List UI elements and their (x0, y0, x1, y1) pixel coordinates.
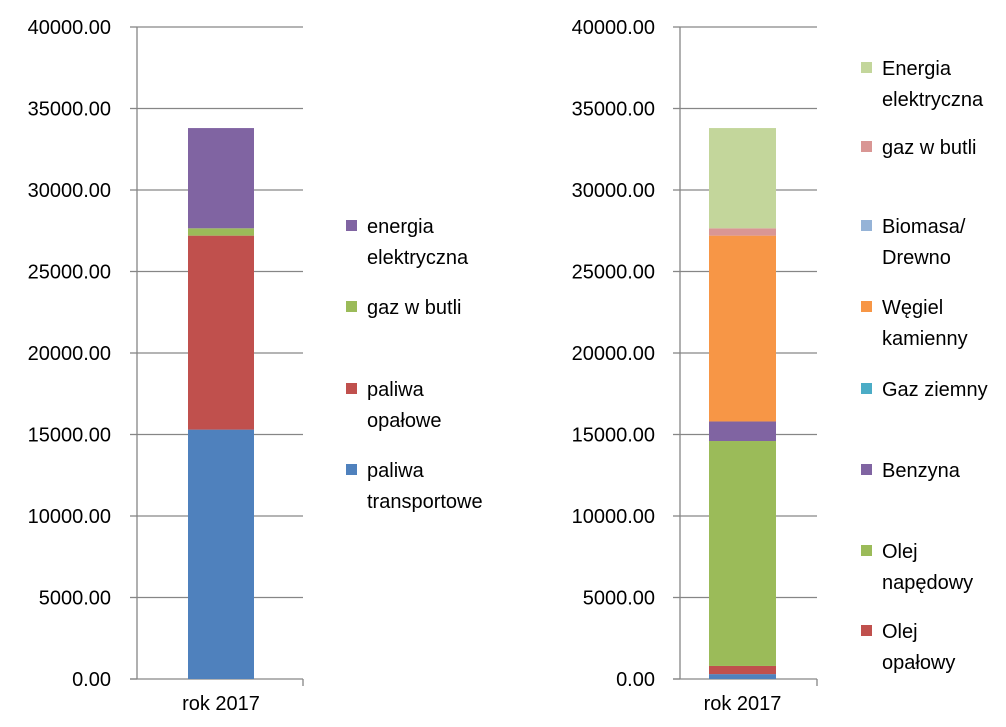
legend-label: kamienny (882, 328, 968, 350)
legend-label: elektryczna (367, 247, 469, 269)
legend-swatch (861, 141, 872, 152)
legend-swatch (861, 545, 872, 556)
bar-segment (188, 235, 254, 430)
legend-swatch (861, 301, 872, 312)
bar-segment (709, 441, 776, 666)
bar-segment (709, 228, 776, 236)
y-tick-label: 25000.00 (28, 262, 111, 284)
y-tick-label: 5000.00 (583, 588, 655, 610)
legend-swatch (346, 464, 357, 475)
legend-swatch (861, 464, 872, 475)
y-tick-label: 0.00 (72, 669, 111, 691)
chart-2: 0.00 5000.00 10000.00 15000.00 20000.00 25000… (572, 17, 988, 715)
legend-label: Biomasa/ (882, 216, 966, 238)
bar-segment (709, 128, 776, 229)
legend-label: paliwa (367, 460, 425, 482)
bar-segment (709, 665, 776, 675)
legend-label: elektryczna (882, 89, 984, 111)
y-tick-label: 30000.00 (572, 180, 655, 202)
y-tick-label: 0.00 (616, 669, 655, 691)
legend-swatch (861, 625, 872, 636)
legend-label: Olej (882, 541, 918, 563)
legend-label: gaz w butli (882, 137, 977, 159)
bar-segment (188, 228, 254, 236)
legend-label: Gaz ziemny (882, 379, 988, 401)
x-category-label: rok 2017 (182, 693, 260, 715)
y-tick-label: 40000.00 (572, 17, 655, 39)
legend-label: gaz w butli (367, 297, 462, 319)
y-tick-label: 30000.00 (28, 180, 111, 202)
legend-label: paliwa (367, 379, 425, 401)
y-tick-label: 25000.00 (572, 262, 655, 284)
legend-swatch (861, 220, 872, 231)
bar-segment (188, 128, 254, 229)
legend-swatch (346, 383, 357, 394)
legend-label: opałowy (882, 652, 955, 674)
y-tick-label: 15000.00 (28, 425, 111, 447)
legend-swatch (346, 220, 357, 231)
bar-segment (188, 429, 254, 679)
y-tick-label: 10000.00 (572, 506, 655, 528)
legend-label: energia (367, 216, 435, 238)
legend-label: Węgiel (882, 297, 943, 319)
legend-label: Benzyna (882, 460, 961, 482)
y-tick-label: 40000.00 (28, 17, 111, 39)
bar-segment (709, 235, 776, 422)
legend-swatch (861, 383, 872, 394)
y-tick-label: 20000.00 (572, 343, 655, 365)
y-tick-label: 15000.00 (572, 425, 655, 447)
y-tick-label: 35000.00 (28, 99, 111, 121)
y-tick-label: 10000.00 (28, 506, 111, 528)
y-tick-label: 20000.00 (28, 343, 111, 365)
legend-label: napędowy (882, 572, 973, 594)
bar-segment (709, 674, 776, 679)
legend-label: transportowe (367, 491, 483, 513)
legend-swatch (861, 62, 872, 73)
legend-label: opałowe (367, 410, 442, 432)
legend-swatch (346, 301, 357, 312)
chart-1: 0.00 5000.00 10000.00 15000.00 20000.00 25000… (28, 17, 483, 715)
x-category-label: rok 2017 (704, 693, 782, 715)
bar-segment (709, 421, 776, 442)
y-tick-label: 35000.00 (572, 99, 655, 121)
legend-label: Drewno (882, 247, 951, 269)
legend-label: Olej (882, 621, 918, 643)
y-tick-label: 5000.00 (39, 588, 111, 610)
legend-label: Energia (882, 58, 952, 80)
